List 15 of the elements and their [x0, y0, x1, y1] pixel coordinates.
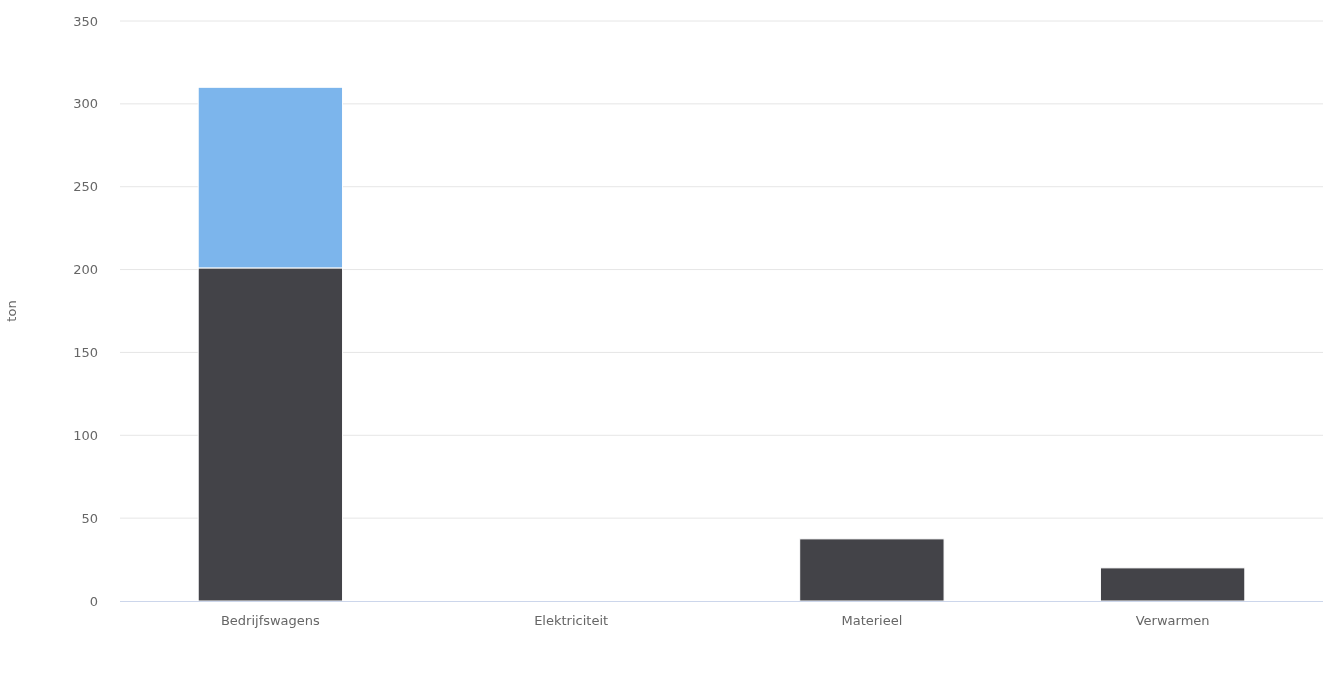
bar: [799, 538, 945, 602]
y-tick-label: 300: [73, 96, 98, 112]
y-tick-label: 200: [73, 262, 98, 278]
y-tick-label: 350: [73, 13, 98, 29]
x-tick-label: Bedrijfswagens: [220, 613, 321, 628]
y-axis-title: ton: [4, 300, 19, 322]
x-tick-label: Verwarmen: [1135, 613, 1210, 628]
x-tick-label: Materieel: [841, 613, 903, 628]
y-tick-label: 150: [73, 344, 98, 360]
y-tick-label: 50: [81, 510, 98, 526]
y-tick-label: 0: [89, 593, 98, 609]
y-tick-label: 100: [73, 427, 98, 443]
x-tick-label: Elektriciteit: [534, 613, 609, 628]
bar: [1099, 567, 1246, 602]
y-tick-label: 250: [73, 179, 98, 195]
